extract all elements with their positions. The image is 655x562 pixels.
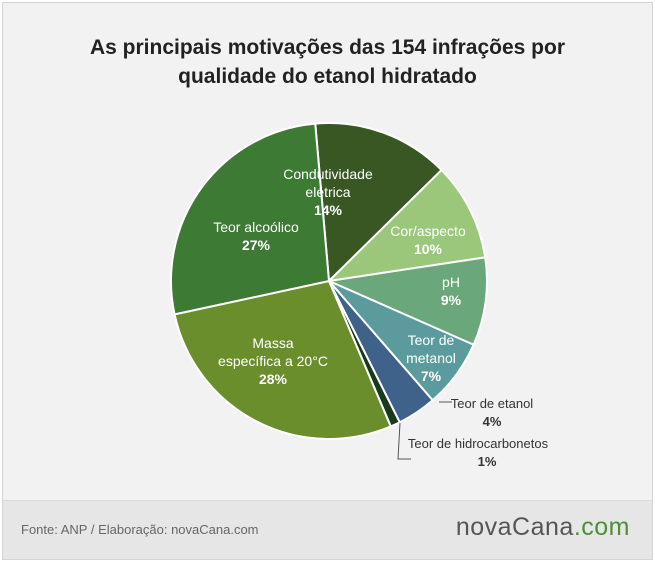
slice-label-6-line-0: Massa <box>252 335 293 351</box>
chart-title-line-2: qualidade do etanol hidratado <box>178 65 477 88</box>
brand-name: novaCana <box>455 513 574 541</box>
slice-pct-5: 1% <box>478 454 497 469</box>
slice-label-3-line-0: Teor de <box>408 332 455 348</box>
slice-pct-7: 27% <box>242 237 271 253</box>
brand-logo: novaCana.com <box>456 513 630 542</box>
pie-slice-6 <box>173 280 392 440</box>
slice-label-4-line-0: Teor de etanol <box>451 396 534 411</box>
pie-slice-1 <box>328 169 487 282</box>
footer: Fonte: ANP / Elaboração: novaCana.com no… <box>3 500 652 559</box>
slice-pct-6: 28% <box>259 371 288 387</box>
chart-title: As principais motivações das 154 infraçõ… <box>3 33 652 91</box>
slice-label-7-line-0: Teor alcoólico <box>213 219 299 235</box>
slice-pct-4: 4% <box>483 414 502 429</box>
slice-label-0-line-0: Condutividade <box>283 166 373 182</box>
pie-slice-2 <box>328 256 488 346</box>
slice-label-3-line-1: metanol <box>406 350 456 366</box>
pie-slice-0 <box>314 122 443 282</box>
slice-pct-2: 9% <box>441 292 462 308</box>
slice-label-6-line-1: específica a 20°C <box>218 353 328 369</box>
slice-label-5-line-0: Teor de hidrocarbonetos <box>408 436 549 451</box>
slice-label-2-line-0: pH <box>442 274 460 290</box>
brand-domain: .com <box>573 513 630 541</box>
slice-pct-3: 7% <box>421 368 442 384</box>
chart-title-line-1: As principais motivações das 154 infraçõ… <box>89 36 566 59</box>
slice-pct-1: 10% <box>414 241 443 257</box>
slice-label-1-line-0: Cor/aspecto <box>390 223 466 239</box>
pie-slice-7 <box>170 122 330 316</box>
slice-pct-0: 14% <box>314 202 343 218</box>
source-note: Fonte: ANP / Elaboração: novaCana.com <box>21 522 259 537</box>
pie-chart: Condutividade elétrica 14% Cor/aspecto 10% pH… <box>170 122 549 469</box>
slice-label-0-line-1: elétrica <box>305 184 350 200</box>
leader-line-5 <box>397 422 411 460</box>
